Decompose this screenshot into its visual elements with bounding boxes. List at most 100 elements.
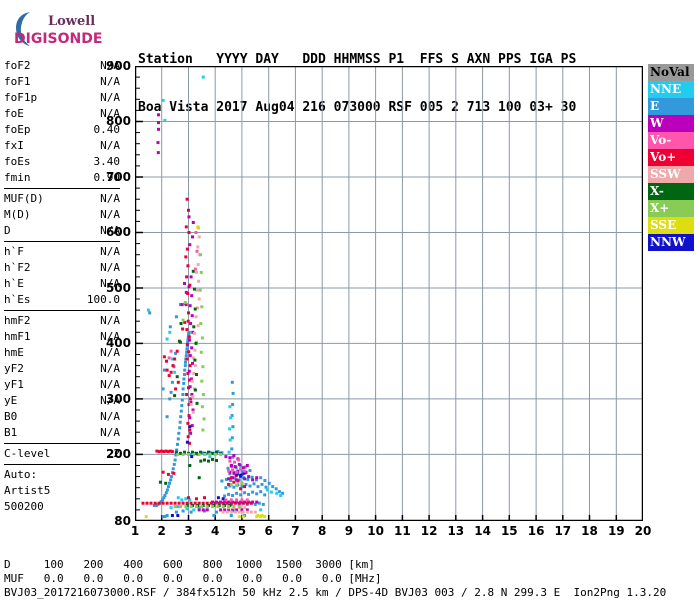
echo-point [168,330,172,334]
echo-point [227,508,231,512]
echo-point [237,458,241,462]
echo-point [173,357,177,361]
param-value: N/A [100,346,120,359]
footer-info: D 100 200 400 600 800 1000 1500 3000 [km… [4,558,698,600]
echo-point [243,500,247,504]
echo-point [231,403,235,406]
echo-point [189,275,193,279]
param-name: foF1p [4,91,38,104]
echo-point [224,498,228,502]
x-tick-label: 6 [264,524,273,538]
echo-point [176,437,180,441]
echo-point [243,469,247,473]
echo-point [185,440,189,444]
echo-point [201,501,205,505]
echo-point [198,288,202,292]
echo-point [265,488,269,492]
echo-point [165,368,169,372]
echo-point [179,409,183,413]
ionogram-plot[interactable] [135,66,643,521]
echo-point [188,416,192,420]
echo-point [170,450,174,454]
legend-item-sse[interactable]: SSE [648,217,694,234]
autoscaler-line: 500200 [4,500,44,513]
echo-point [165,501,169,505]
echo-point [199,350,203,354]
echo-point [208,455,212,459]
legend-item-vo-[interactable]: Vo- [648,132,694,149]
echo-point [185,350,189,354]
echo-point [168,481,171,485]
echo-point [230,414,234,418]
echo-point [182,381,186,385]
echo-point [259,490,263,494]
echo-point [213,452,217,456]
echo-point [241,515,245,519]
echo-point [196,225,200,229]
logo-text-lowell: Lowell [48,14,95,29]
echo-point [235,472,239,476]
echo-point [200,405,204,409]
param-row: B0 N/A [4,409,120,425]
legend-item-x-[interactable]: X+ [648,200,694,217]
legend-item-nnw[interactable]: NNW [648,234,694,251]
echo-point [185,393,189,396]
param-row: h`F N/A [4,244,120,260]
echo-point [175,375,179,379]
legend-item-nne[interactable]: NNE [648,81,694,98]
echo-point [237,462,241,466]
param-value: N/A [100,261,120,274]
echo-point [230,436,234,440]
echo-point [184,360,187,364]
param-row: yE N/A [4,393,120,409]
echo-point [187,215,191,219]
echo-point [188,378,191,382]
ionogram-scatter-svg[interactable] [135,66,643,521]
echo-point [141,501,145,505]
echo-point [169,475,173,479]
echo-point [243,491,247,495]
param-row: h`Es 100.0 [4,292,120,308]
polarization-legend[interactable]: NoVal NNE E W Vo- Vo+ SSW X- X+ SSE NNW [648,64,694,251]
legend-item-e[interactable]: E [648,98,694,115]
echo-point [146,308,150,312]
echo-point [180,303,184,307]
echo-point [186,319,190,323]
x-tick-label: 8 [318,524,327,538]
echo-point [274,487,278,491]
echo-point [211,505,214,509]
param-row: foF1p N/A [4,90,120,106]
echo-point [186,338,190,342]
echo-point [193,388,197,392]
echo-point [247,500,251,504]
echo-point [230,447,234,451]
echo-point [228,456,232,460]
echo-point [216,505,220,509]
legend-item-x-[interactable]: X- [648,183,694,200]
param-name: foE [4,107,24,120]
y-tick-label: 600 [105,225,131,240]
echo-point [179,505,182,509]
legend-item-noval[interactable]: NoVal [648,64,694,81]
plot-frame [135,66,643,521]
echo-point [191,395,195,399]
echo-point [232,485,236,489]
echo-point [243,506,247,510]
echo-point [251,490,255,494]
legend-item-ssw[interactable]: SSW [648,166,694,183]
echo-point [195,505,198,509]
legend-item-w[interactable]: W [648,115,694,132]
echo-point [174,351,178,355]
echo-point [191,410,195,414]
echo-point [254,478,258,482]
echo-point [161,98,165,102]
echo-point [229,479,233,482]
legend-item-vo-[interactable]: Vo+ [648,149,694,166]
echo-point [177,431,181,435]
echo-point [237,510,241,514]
param-name: foF1 [4,75,31,88]
echo-point [249,510,253,514]
echo-point [240,485,244,489]
echo-point [191,330,195,334]
echo-point [281,491,285,495]
